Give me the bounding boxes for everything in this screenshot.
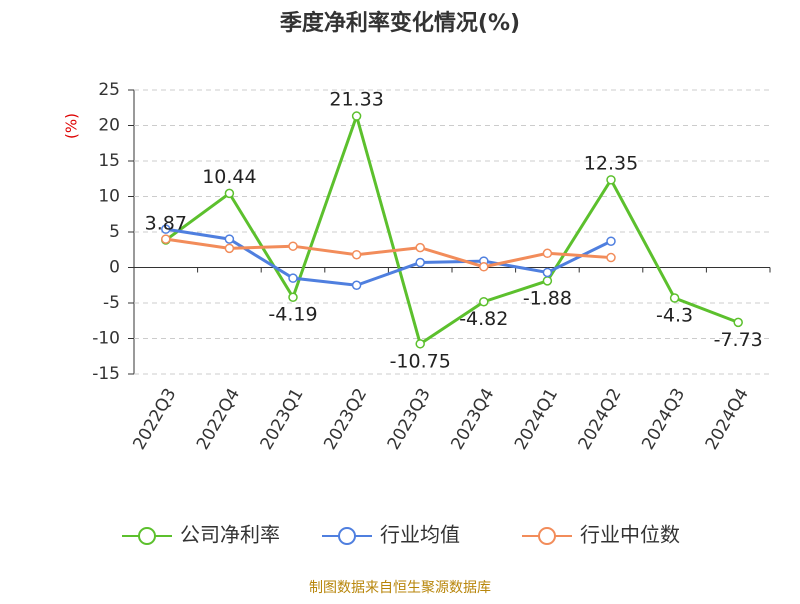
point xyxy=(606,175,616,185)
y-tick-label: 15 xyxy=(98,151,120,171)
point xyxy=(288,292,298,302)
point xyxy=(415,242,425,253)
data-label: 3.87 xyxy=(145,213,187,235)
y-tick-label: 10 xyxy=(98,187,120,207)
point xyxy=(224,234,235,244)
point xyxy=(288,273,298,283)
data-label: -4.3 xyxy=(656,305,693,327)
source-note: 制图数据来自恒生聚源数据库 xyxy=(309,580,491,596)
data-label: 12.35 xyxy=(584,152,638,174)
point xyxy=(606,236,616,246)
x-tick-label: 2024Q3 xyxy=(638,385,689,453)
y-tick-label: 5 xyxy=(109,222,120,242)
x-tick-label: 2024Q2 xyxy=(575,385,626,453)
point xyxy=(224,188,235,199)
y-tick-label: 25 xyxy=(98,80,120,100)
point xyxy=(669,293,680,303)
point xyxy=(542,267,553,278)
x-tick-label: 2022Q3 xyxy=(129,385,180,453)
data-label: -10.75 xyxy=(390,350,451,372)
point xyxy=(479,296,489,307)
chart-title: 季度净利率变化情况(%) xyxy=(280,10,520,36)
x-tick-label: 2024Q1 xyxy=(511,385,562,453)
y-tick-label: 20 xyxy=(98,116,120,136)
point xyxy=(351,280,362,290)
point xyxy=(542,248,553,259)
data-label: -4.82 xyxy=(459,308,508,330)
point xyxy=(161,234,171,244)
series-line xyxy=(165,227,612,287)
data-label: -4.19 xyxy=(268,304,317,326)
point xyxy=(161,224,171,234)
x-tick-label: 2023Q3 xyxy=(384,385,435,453)
point xyxy=(351,111,362,121)
point xyxy=(606,252,616,263)
y-tick-label: -15 xyxy=(92,364,120,384)
data-label: 21.33 xyxy=(329,89,383,111)
data-label: -1.88 xyxy=(523,287,572,309)
point xyxy=(415,339,425,349)
legend-label: 行业中位数 xyxy=(580,523,680,547)
x-tick-label: 2024Q4 xyxy=(702,385,753,453)
y-axis-label: (%) xyxy=(63,113,81,139)
point xyxy=(542,276,553,286)
point xyxy=(415,257,425,268)
point xyxy=(479,262,489,272)
data-label: 10.44 xyxy=(202,166,256,188)
legend-marker xyxy=(538,527,556,545)
y-tick-label: -10 xyxy=(92,329,120,349)
legend-label: 行业均值 xyxy=(380,523,460,547)
point xyxy=(224,243,235,254)
legend-marker xyxy=(138,527,156,545)
point xyxy=(288,241,298,251)
y-tick-label: -5 xyxy=(103,293,120,313)
legend-marker xyxy=(338,527,356,545)
point xyxy=(351,249,362,260)
x-tick-label: 2023Q2 xyxy=(320,385,371,453)
y-tick-label: 0 xyxy=(109,258,120,278)
x-tick-label: 2023Q1 xyxy=(257,385,308,453)
legend-label: 公司净利率 xyxy=(180,523,280,547)
x-tick-label: 2022Q4 xyxy=(193,385,244,453)
point xyxy=(733,317,743,328)
series-line xyxy=(165,237,612,269)
series-line xyxy=(164,111,739,347)
x-tick-label: 2023Q4 xyxy=(447,385,498,453)
data-label: -7.73 xyxy=(714,329,763,351)
